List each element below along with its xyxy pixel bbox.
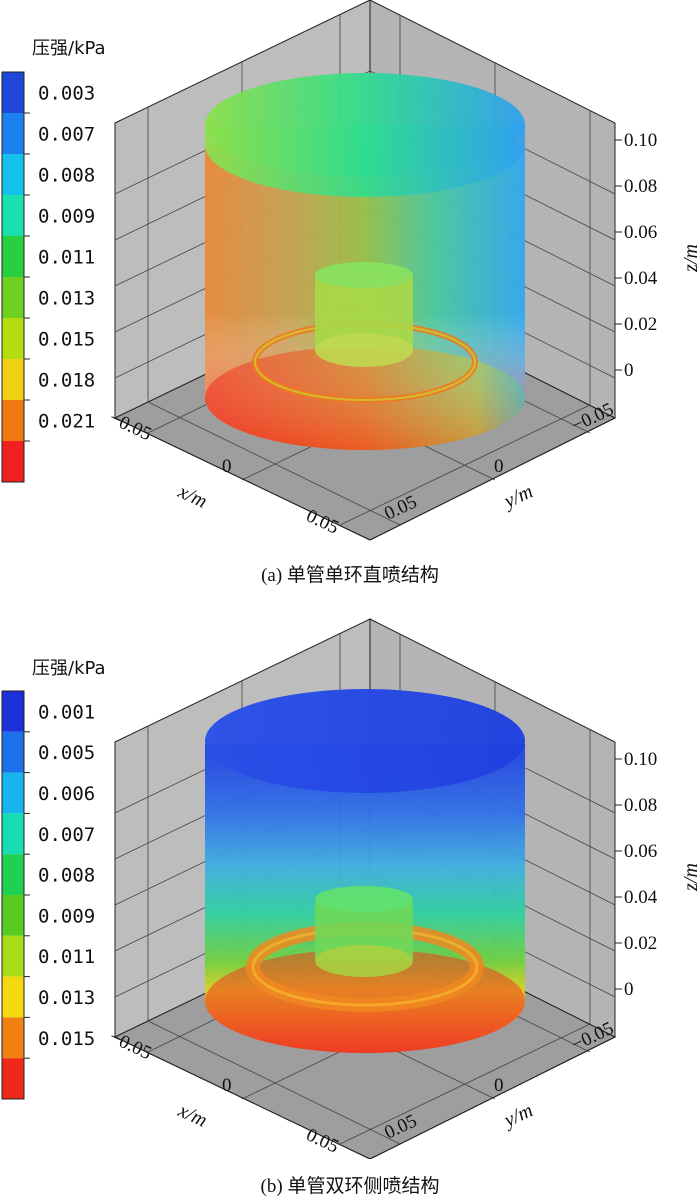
colorbar-tick-label: 0.013 — [38, 288, 95, 310]
y-tick-label: 0 — [494, 456, 504, 477]
inner-tube — [315, 886, 413, 977]
box-edges — [114, 417, 616, 541]
colorbar-tick-label: 0.005 — [38, 742, 95, 764]
colorbar-swatch — [2, 976, 24, 1018]
colorbar-tick-label: 0.008 — [38, 165, 95, 187]
colorbar-title: 压强/kPa — [32, 658, 106, 679]
z-tick-label: 0.10 — [624, 130, 657, 151]
plot-3d-a: 0.10 0.08 0.06 0.04 0.02 0 z/m −0.05 0 0… — [1, 0, 700, 541]
colorbar: 0.001 0.005 0.006 0.007 0.008 0.009 0.011 0.013… — [1, 690, 95, 1100]
colorbar-tick-label: 0.018 — [38, 370, 95, 392]
colorbar-swatch — [2, 236, 24, 277]
colorbar-tick-label: 0.013 — [38, 987, 95, 1009]
z-tick-label: 0.06 — [624, 841, 657, 862]
figure-panel-a: 压强/kPa — [0, 0, 700, 598]
colorbar-title: 压强/kPa — [32, 38, 106, 59]
pressure-cylinder — [205, 73, 525, 450]
colorbar-swatch — [2, 772, 24, 814]
z-axis-ticks: 0.10 0.08 0.06 0.04 0.02 0 — [615, 749, 658, 1000]
colorbar-swatch — [2, 813, 24, 855]
x-tick-label: 0 — [222, 456, 232, 477]
colorbar-tick-label: 0.015 — [38, 329, 95, 351]
colorbar-swatch — [2, 1058, 24, 1099]
z-tick-label: 0.08 — [624, 176, 657, 197]
colorbar-swatch — [2, 854, 24, 895]
colorbar-swatch — [2, 441, 24, 482]
colorbar-tick-label: 0.001 — [38, 701, 95, 723]
colorbar-tick-label: 0.011 — [38, 946, 95, 968]
inner-tube — [315, 262, 413, 367]
figure-panel-b: 压强/kPa — [0, 599, 700, 1197]
z-tick-label: 0.02 — [624, 933, 657, 954]
z-axis-label: z/m — [680, 244, 700, 273]
colorbar-swatch — [2, 72, 24, 113]
colorbar-tick-label: 0.009 — [38, 905, 95, 927]
y-tick-label: 0 — [494, 1075, 504, 1096]
colorbar-swatch — [2, 935, 24, 977]
z-tick-label: 0.04 — [624, 268, 658, 289]
z-tick-label: 0.08 — [624, 795, 657, 816]
z-axis-label: z/m — [680, 863, 700, 892]
colorbar-tick-label: 0.007 — [38, 124, 95, 146]
z-tick-label: 0.06 — [624, 222, 657, 243]
plot-3d-b: 0.10 0.08 0.06 0.04 0.02 0 z/m −0.05 0 0… — [1, 618, 700, 1159]
colorbar-swatch — [2, 400, 24, 441]
colorbar-swatch — [2, 277, 24, 318]
colorbar-swatch — [2, 895, 24, 936]
z-tick-label: 0.04 — [624, 887, 658, 908]
box-edges — [114, 1036, 616, 1159]
y-axis-label: y/m — [499, 480, 536, 513]
colorbar-swatch — [2, 359, 24, 400]
z-tick-label: 0 — [624, 360, 634, 381]
y-axis-label: y/m — [499, 1099, 536, 1132]
z-tick-label: 0.02 — [624, 314, 657, 335]
x-axis-label: x/m — [174, 1099, 210, 1132]
colorbar-swatch — [2, 113, 24, 154]
colorbar-tick-label: 0.008 — [38, 865, 95, 887]
z-tick-label: 0.10 — [624, 749, 657, 770]
colorbar: 0.003 0.007 0.008 0.009 0.011 0.013 0.015 0.018… — [1, 71, 95, 483]
colorbar-tick-label: 0.011 — [38, 247, 95, 269]
figure-caption: (a) 单管单环直喷结构 — [261, 565, 439, 586]
colorbar-swatch — [2, 1017, 24, 1059]
colorbar-tick-label: 0.009 — [38, 206, 95, 228]
figure-caption: (b) 单管双环侧喷结构 — [260, 1176, 440, 1197]
colorbar-swatch — [2, 318, 24, 359]
colorbar-tick-label: 0.006 — [38, 783, 95, 805]
colorbar-swatch — [2, 154, 24, 195]
colorbar-swatch — [2, 691, 24, 732]
colorbar-swatch — [2, 731, 24, 773]
x-tick-label: 0 — [222, 1075, 232, 1096]
colorbar-swatch — [2, 195, 24, 236]
z-tick-label: 0 — [624, 979, 634, 1000]
colorbar-tick-label: 0.007 — [38, 824, 95, 846]
colorbar-tick-label: 0.015 — [38, 1028, 95, 1050]
x-axis-label: x/m — [174, 480, 210, 513]
colorbar-tick-label: 0.003 — [38, 83, 95, 105]
colorbar-tick-label: 0.021 — [38, 411, 95, 433]
z-axis-ticks: 0.10 0.08 0.06 0.04 0.02 0 — [615, 130, 658, 381]
